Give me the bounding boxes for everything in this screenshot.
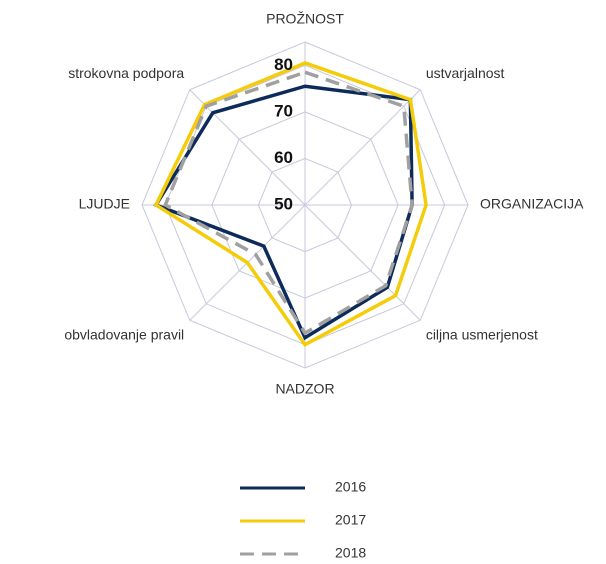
category-label: PROŽNOST xyxy=(266,11,344,27)
spoke xyxy=(189,89,306,206)
category-label: ciljna usmerjenost xyxy=(426,327,538,343)
series-line xyxy=(163,70,414,336)
y-tick-label: 50 xyxy=(274,194,293,213)
series-line xyxy=(153,84,414,341)
spoke xyxy=(304,204,421,321)
series-line xyxy=(153,61,428,347)
spoke xyxy=(304,89,421,206)
category-label: obvladovanje pravil xyxy=(64,327,184,343)
category-label: ORGANIZACIJA xyxy=(480,196,584,212)
legend-label: 2018 xyxy=(335,545,366,561)
y-tick-label: 60 xyxy=(274,148,293,167)
category-label: LJUDJE xyxy=(79,196,130,212)
category-label: ustvarjalnost xyxy=(426,65,505,81)
y-tick-label: 70 xyxy=(274,101,293,120)
category-label: NADZOR xyxy=(275,381,334,397)
category-label: strokovna podpora xyxy=(68,65,184,81)
y-tick-label: 80 xyxy=(274,55,293,74)
legend-label: 2016 xyxy=(335,479,366,495)
legend-label: 2017 xyxy=(335,512,366,528)
